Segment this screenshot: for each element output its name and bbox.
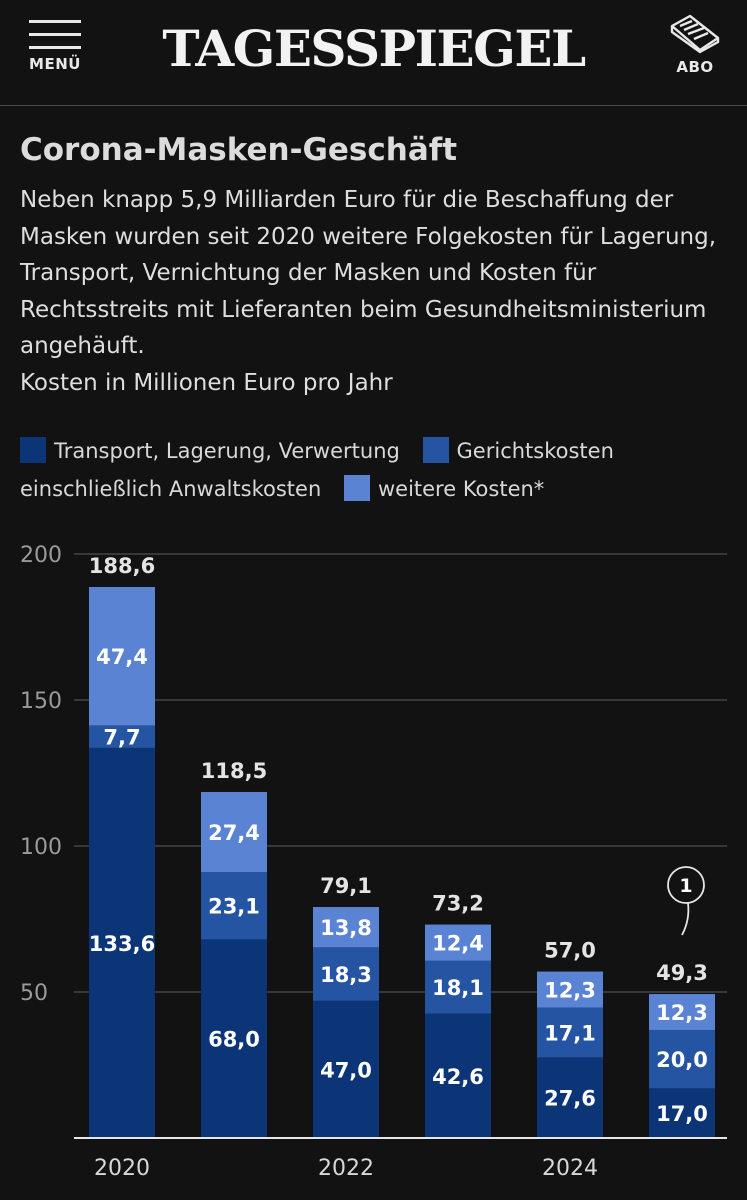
bar-segment <box>313 907 379 948</box>
bar-total-label: 188,6 <box>89 554 155 578</box>
hamburger-icon-line <box>29 46 81 49</box>
bar-total-label: 79,1 <box>320 874 372 898</box>
description-text: Neben knapp 5,9 Milliarden Euro für die … <box>20 187 717 359</box>
y-tick-label: 200 <box>20 543 62 568</box>
bar-segment-label: 17,1 <box>544 1021 596 1045</box>
bar-segment-label: 68,0 <box>208 1028 260 1052</box>
bar-segment <box>425 960 491 1014</box>
bar-total-label: 73,2 <box>432 892 484 916</box>
bar-segment-label: 47,4 <box>96 645 148 669</box>
menu-label: MENÜ <box>29 55 81 73</box>
bar-segment-label: 12,3 <box>544 979 596 1003</box>
bar-segment <box>537 971 603 1008</box>
abo-label: ABO <box>676 58 714 76</box>
bar-segment <box>537 1057 603 1138</box>
annotation-circle <box>667 866 705 904</box>
y-tick-label: 150 <box>20 689 62 714</box>
bar-segment <box>89 747 155 1138</box>
bar-segment <box>425 1013 491 1138</box>
bar-segment-label: 18,3 <box>320 963 372 987</box>
bar-segment-label: 18,1 <box>432 976 484 1000</box>
x-tick-label: 2020 <box>94 1156 150 1181</box>
x-tick-label: 2022 <box>318 1156 374 1181</box>
legend-swatch-transport <box>20 437 46 463</box>
bar-segment <box>313 1000 379 1138</box>
menu-button[interactable]: MENÜ <box>28 20 82 73</box>
bar-segment <box>649 994 715 1030</box>
bar-segment-label: 7,7 <box>103 726 140 750</box>
bar-segment <box>201 791 267 872</box>
bar-segment-label: 47,0 <box>320 1058 372 1082</box>
bar-segment-label: 133,6 <box>89 932 155 956</box>
bar-segment-label: 23,1 <box>208 895 260 919</box>
annotation-leader-line <box>681 902 690 936</box>
bar-total-label: 118,5 <box>201 759 267 783</box>
legend-swatch-weitere <box>343 475 370 501</box>
chart-description: Neben knapp 5,9 Milliarden Euro für die … <box>20 182 730 401</box>
bar-segment-label: 12,4 <box>432 932 484 956</box>
bar-segment-label: 27,4 <box>208 821 260 845</box>
bar-segment-label: 20,0 <box>656 1048 708 1072</box>
legend-swatch-gericht <box>422 437 449 463</box>
page-title: Corona-Masken-Geschäft <box>20 132 458 168</box>
bar-segment <box>537 1007 603 1058</box>
bar-segment <box>89 725 155 748</box>
abo-button[interactable]: ABO <box>667 14 723 76</box>
bar-segment-label: 13,8 <box>320 916 372 940</box>
hamburger-icon-line <box>29 33 81 36</box>
bar-segment-label: 17,0 <box>656 1102 708 1126</box>
site-logo[interactable]: TAGESSPIEGEL <box>162 19 586 78</box>
bar-segment <box>313 947 379 1001</box>
annotation-label: 1 <box>679 875 692 897</box>
unit-note: Kosten in Millionen Euro pro Jahr <box>20 369 393 396</box>
chart-legend: Transport, Lagerung, Verwertung Gerichts… <box>20 432 720 508</box>
bar-segment <box>89 586 155 726</box>
bar-segment-label: 42,6 <box>432 1065 484 1089</box>
newspaper-icon <box>670 14 720 54</box>
legend-item-weitere: weitere Kosten* <box>343 475 545 501</box>
bar-segment <box>649 1088 715 1138</box>
bar-segment <box>201 939 267 1138</box>
bar-total-label: 57,0 <box>544 939 596 963</box>
stacked-bar-chart: 50 100 150 200 133,6 7,7 47,4 188,6 2020 68,0 23,1… <box>20 543 727 1181</box>
x-tick-label: 2024 <box>542 1156 598 1181</box>
legend-label-gericht: Gerichtskosten einschließlich Anwaltskos… <box>20 439 614 501</box>
site-header: MENÜ TAGESSPIEGEL ABO <box>0 0 747 106</box>
legend-label-transport: Transport, Lagerung, Verwertung <box>54 439 400 463</box>
bar-segment <box>425 924 491 961</box>
legend-item-transport: Transport, Lagerung, Verwertung <box>20 437 400 463</box>
hamburger-icon <box>29 20 81 23</box>
y-tick-label: 50 <box>20 981 48 1006</box>
bar-segment <box>201 871 267 940</box>
bar-segment <box>649 1029 715 1089</box>
y-tick-label: 100 <box>20 835 62 860</box>
legend-label-weitere: weitere Kosten* <box>377 477 545 501</box>
legend-item-gericht: Gerichtskosten einschließlich Anwaltskos… <box>20 437 614 501</box>
bar-segment-label: 27,6 <box>544 1087 596 1111</box>
bar-total-label: 49,3 <box>656 961 708 985</box>
bar-segment-label: 12,3 <box>656 1001 708 1025</box>
